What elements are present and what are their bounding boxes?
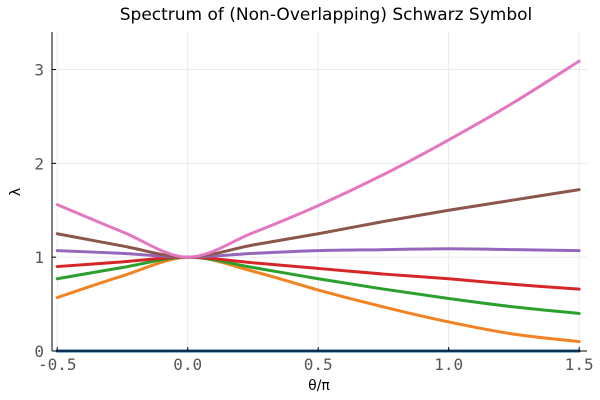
series-line-3	[55, 255, 581, 291]
x-tick-label-0: -0.5	[38, 355, 77, 374]
y-tick-label-3: 3	[34, 61, 44, 80]
series-line-1	[55, 255, 581, 344]
x-tick-label-2: 0.5	[304, 355, 333, 374]
axes	[51, 32, 587, 352]
y-tick-label-2: 2	[34, 154, 44, 173]
grid	[52, 32, 587, 352]
series-line-6	[55, 59, 581, 259]
y-tick-label-1: 1	[34, 248, 44, 267]
ticks: -0.5 0.0 0.5 1.0 1.5 0 1 2 3	[34, 61, 593, 374]
series-line-2	[55, 255, 581, 315]
series-line-4	[55, 247, 581, 259]
chart-title: Spectrum of (Non-Overlapping) Schwarz Sy…	[120, 5, 533, 25]
x-tick-label-3: 1.0	[434, 355, 463, 374]
y-axis-label: λ	[8, 188, 24, 196]
y-tick-label-0: 0	[34, 342, 44, 361]
x-tick-label-4: 1.5	[565, 355, 594, 374]
x-tick-label-1: 0.0	[173, 355, 202, 374]
x-axis-label: θ/π	[308, 378, 330, 394]
series-line-5	[55, 188, 581, 259]
